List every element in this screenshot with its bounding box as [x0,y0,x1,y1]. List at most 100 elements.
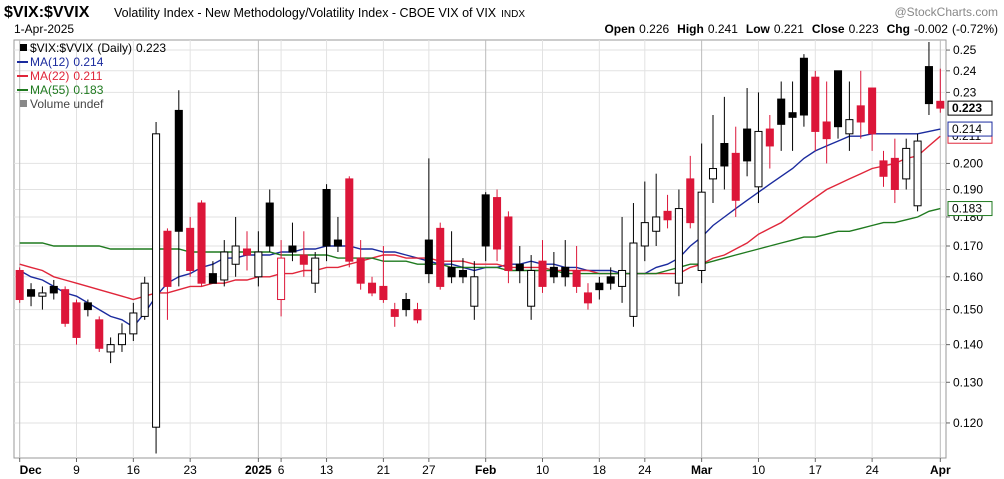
x-tick-label: 23 [183,463,197,477]
candle-body [868,87,877,135]
quote-label: Chg [887,22,910,36]
candle-body [436,227,445,287]
candle-body [368,282,377,294]
y-tick-label: 0.23 [953,85,977,99]
candle-body [242,248,252,256]
candle-body [163,230,172,287]
y-tick-label: 0.120 [953,416,983,430]
value-box-label: 0.223 [952,101,982,115]
candle-body [299,254,308,265]
legend-symbol: $VIX:$VVIX [30,41,93,55]
candle-body [288,245,297,253]
candle-body [27,289,36,297]
candle-body [152,133,161,428]
quote-label: High [677,22,704,36]
legend: $VIX:$VVIX (Daily) 0.223 MA(12) 0.214 MA(22) 0… [17,41,166,111]
value-box [947,100,993,116]
candle-body [845,119,854,135]
legend-swatch [20,100,27,107]
subtitle: Volatility Index - New Methodology/Volat… [114,6,497,20]
candle-body [697,191,706,271]
candle-body [879,160,888,177]
source: @StockCharts.com [894,5,998,19]
legend-period: (Daily) [97,41,132,55]
y-tick-label: 0.24 [953,64,977,78]
value-box [947,201,993,217]
x-tick-label: Apr [930,463,951,477]
candle-body [515,263,524,271]
y-tick-label: 0.25 [953,43,977,57]
date: 1-Apr-2025 [14,22,74,36]
legend-value: 0.183 [73,83,103,97]
y-tick-label: 0.200 [953,156,983,170]
y-tick-label: 0.150 [953,303,983,317]
candle-body [743,128,752,162]
quote-label: Close [812,22,845,36]
candle-body [413,309,422,321]
candle-body [504,216,513,271]
candle-body [902,147,911,180]
candle-body [583,292,592,304]
candle-body [197,202,206,284]
legend-entry: $VIX:$VVIX (Daily) 0.223 [30,41,166,55]
x-tick-label: 17 [809,463,823,477]
quote-value: 0.241 [708,22,738,36]
candle-body [856,105,865,123]
x-tick-label: 18 [593,463,607,477]
candle-body [311,257,320,284]
x-tick-label: 27 [422,463,436,477]
legend-entry: MA(22) 0.211 [30,69,103,83]
candle-body [777,98,786,125]
chart-title: $VIX:$VVIX [4,4,90,21]
legend-name: MA(55) [30,83,69,97]
x-tick-label: 2025 [245,463,272,477]
candle-body [652,216,661,232]
x-tick-label: 24 [638,463,652,477]
legend-swatch [20,44,27,51]
candle-body [595,282,604,291]
candle-body [663,210,672,221]
candle-body [106,344,115,353]
candle-body [129,312,138,335]
quote-label: Low [746,22,771,36]
legend-entry: MA(12) 0.214 [30,55,104,69]
candle-body [686,178,695,224]
candle-body [481,194,490,247]
candle-body [549,266,558,278]
x-tick-label: 24 [865,463,879,477]
candle-body [538,260,547,287]
chart-subtitle: Volatility Index - New Methodology/Volat… [114,6,525,20]
y-tick-label: 0.190 [953,182,983,196]
candle-body [95,319,104,349]
candle-body [765,128,774,147]
candle-body [83,302,92,311]
candle-body [924,66,933,105]
moving-average-line [19,207,941,275]
legend-value: 0.211 [73,69,102,83]
x-tick-label: Feb [475,463,496,477]
plot-area: 0.1200.1300.1400.1500.1600.1700.1800.190… [13,39,993,477]
moving-average-line [19,135,941,301]
legend-entry: MA(55) 0.183 [30,83,104,97]
quote-value: 0.223 [849,22,879,36]
x-tick-label: 10 [536,463,550,477]
x-tick-label: 6 [278,463,285,477]
candle-body [390,309,399,317]
candle-body [572,269,581,287]
x-tick-label: 16 [127,463,141,477]
moving-average-line [19,128,941,328]
candle-body [61,289,70,324]
candle-body [720,143,729,167]
candle-body [265,202,274,247]
x-tick-label: Mar [691,463,713,477]
x-tick-label: Dec [20,463,42,477]
quote-label: Open [604,22,635,36]
value-box [947,121,993,137]
legend-value: 0.223 [136,41,166,55]
candle-body [140,282,149,317]
candle-body [447,266,456,278]
candle-body [72,302,81,338]
candle-body [15,269,24,301]
candle-body [822,121,831,140]
